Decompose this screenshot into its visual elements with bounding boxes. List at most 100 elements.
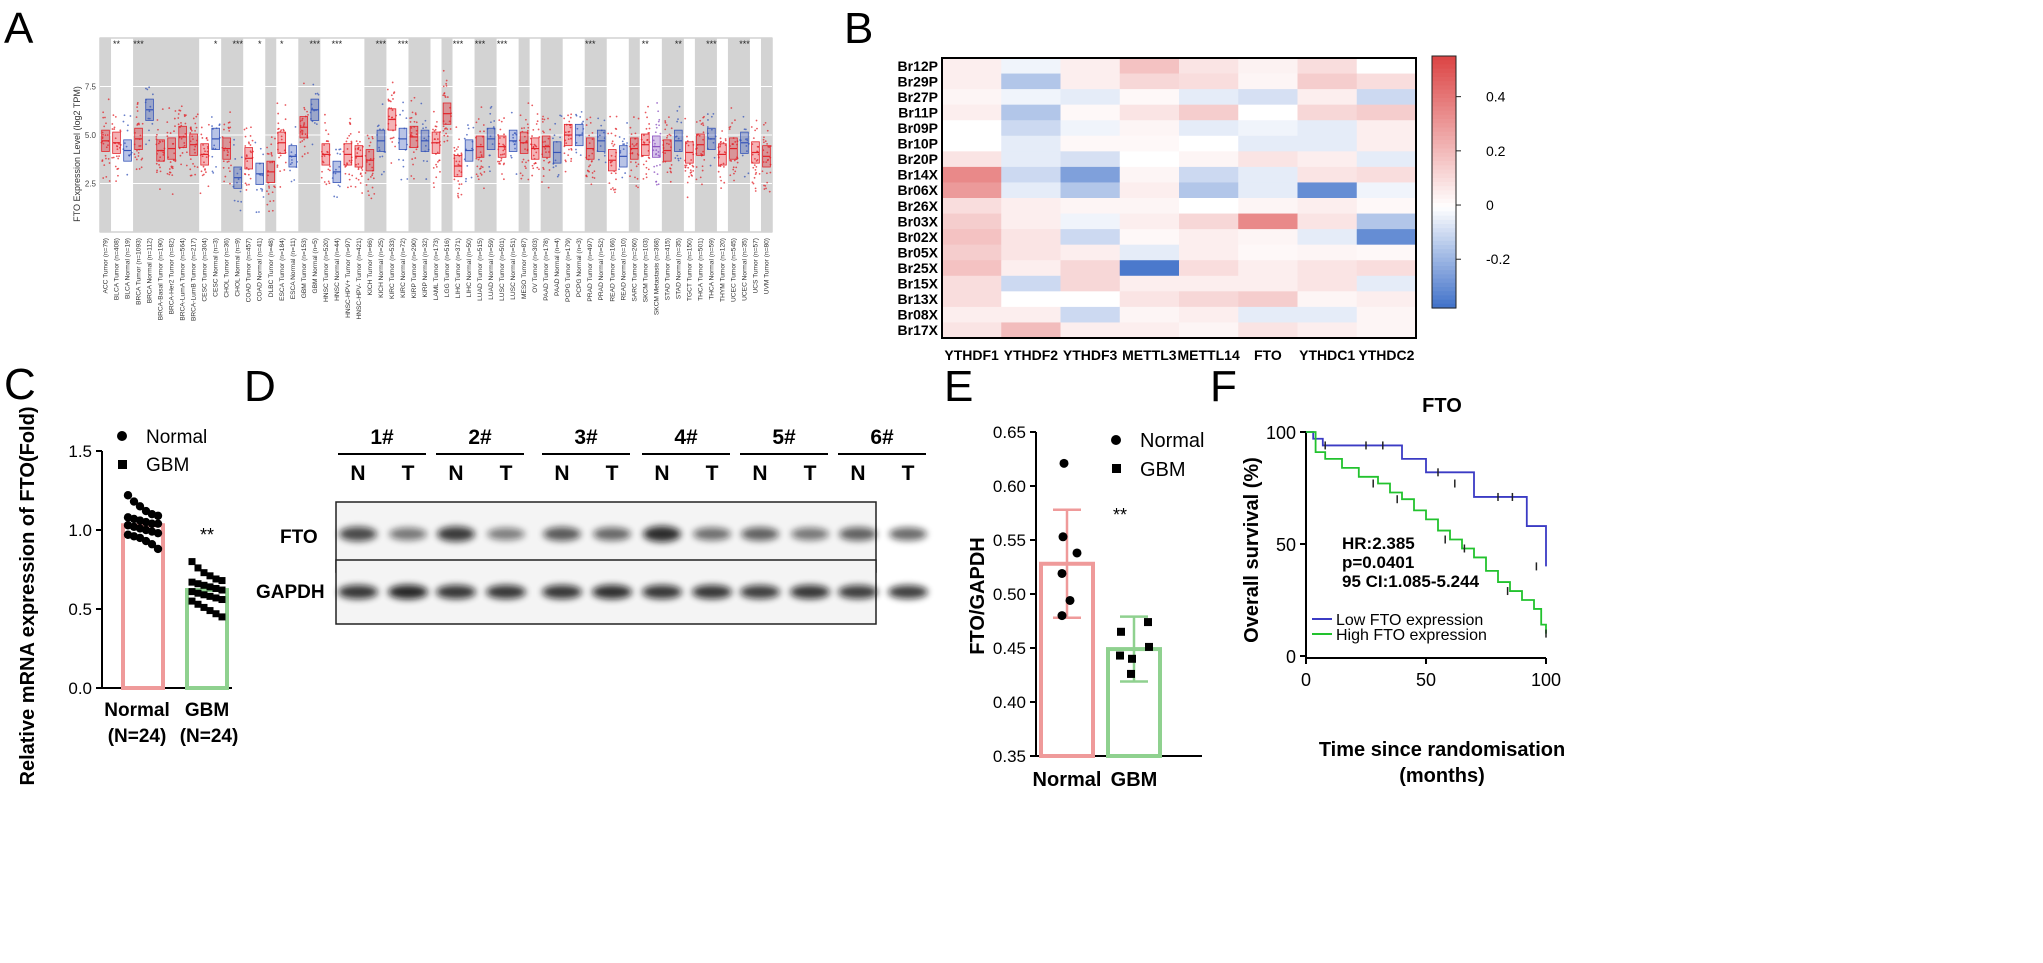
western-blot-fto-band (487, 527, 525, 541)
panel-a-sample-point (597, 117, 600, 120)
panel-a-sample-point (301, 155, 304, 158)
panel-a-sample-point (371, 174, 374, 177)
panel-a-sample-point (276, 102, 279, 105)
panel-a-sample-point (293, 179, 296, 181)
panel-a-sample-point (582, 120, 585, 123)
panel-a-sample-point (261, 174, 264, 177)
panel-a-sample-point (456, 173, 459, 176)
panel-a-sample-point (191, 135, 194, 138)
panel-a-sample-point (685, 142, 688, 145)
panel-a-sample-point (684, 117, 687, 120)
panel-a-sample-point (480, 154, 483, 156)
panel-b-heatmap-cell (942, 229, 1002, 246)
panel-a-sample-point (754, 173, 757, 175)
panel-a-sample-point (623, 137, 626, 140)
panel-a-sample-point (762, 138, 765, 141)
panel-b-colorbar-segment (1432, 186, 1456, 191)
panel-a-sample-point (644, 111, 647, 114)
panel-b-colorbar-segment (1432, 291, 1456, 296)
panel-a-sample-point (199, 192, 202, 195)
panel-a-sample-point (410, 99, 413, 102)
panel-a-sample-point (179, 109, 182, 112)
panel-a-sample-point (755, 166, 758, 168)
panel-a-sample-point (111, 123, 114, 125)
panel-b-row-label: Br17X (898, 322, 939, 338)
panel-b-heatmap-cell (942, 166, 1002, 183)
panel-a-sample-point (611, 142, 613, 145)
panel-a-sample-point (457, 195, 459, 197)
panel-c-x-tick-sublabel: (N=24) (180, 726, 239, 747)
panel-a-sample-point (510, 156, 513, 159)
panel-a-sample-point (227, 151, 229, 154)
panel-f-x-tick-label: 50 (1416, 670, 1436, 690)
panel-a-sample-point (357, 178, 360, 181)
panel-a-sample-point (277, 127, 280, 130)
panel-a-sample-point (104, 134, 107, 137)
panel-a-sample-point (410, 132, 413, 134)
panel-a-sample-point (659, 164, 661, 166)
panel-c-legend-normal: Normal (146, 427, 207, 448)
panel-a-sample-point (302, 124, 305, 127)
panel-a-sample-point (398, 158, 400, 161)
panel-a-sample-point (519, 114, 522, 117)
western-blot-lane-label: N (752, 462, 767, 485)
panel-a-x-tick-label: COAD Normal (n=41) (257, 238, 264, 301)
panel-b-colorbar-segment (1432, 261, 1456, 267)
panel-a-sample-point (203, 147, 206, 150)
panel-a-sample-point (544, 140, 546, 143)
panel-a-sample-point (117, 167, 120, 170)
panel-a-x-tick-label: THCA Tumor (n=501) (697, 238, 704, 301)
panel-a-sample-point (136, 110, 139, 112)
panel-a-sample-point (762, 123, 765, 126)
panel-a-sample-point (618, 136, 621, 138)
panel-e-normal-point (1059, 458, 1069, 468)
panel-a-sample-point (116, 148, 119, 151)
panel-a-sample-point (223, 180, 226, 183)
panel-a-sample-point (457, 196, 460, 199)
panel-a-sample-point (354, 185, 357, 188)
western-blot-lane-label: T (402, 462, 415, 485)
panel-a-sample-point (743, 128, 746, 131)
panel-a-sample-point (380, 173, 383, 176)
panel-a-sample-point (303, 123, 305, 126)
panel-a-sample-point (734, 140, 737, 143)
panel-b-heatmap-cell (1356, 260, 1417, 277)
panel-a-sample-point (246, 160, 249, 163)
panel-a-sample-point (541, 181, 543, 183)
panel-a-sample-point (139, 134, 142, 137)
panel-a-x-tick-label: GBM Tumor (n=153) (301, 238, 308, 298)
panel-a-sample-point (449, 106, 451, 109)
panel-a-sample-point (229, 182, 231, 185)
panel-a-sample-point (161, 140, 164, 143)
panel-a-sample-point (703, 159, 706, 161)
panel-a-sample-point (445, 132, 447, 135)
panel-a-sample-point (226, 154, 229, 157)
panel-a-sample-point (732, 143, 735, 146)
panel-a-significance-mark: *** (232, 39, 243, 49)
panel-a-sample-point (754, 158, 756, 160)
panel-a-sample-point (251, 139, 254, 142)
panel-a-sample-point (360, 167, 363, 170)
panel-b-colorbar-segment (1432, 228, 1456, 233)
panel-a-sample-point (359, 173, 362, 176)
panel-b-colorbar-segment (1432, 257, 1456, 263)
panel-a-sample-point (581, 122, 584, 125)
panel-a-sample-point (656, 173, 659, 176)
panel-a-sample-point (137, 122, 140, 125)
panel-a-sample-point (719, 176, 722, 178)
panel-c-x-tick-label: GBM (185, 700, 229, 721)
panel-a-sample-point (466, 164, 469, 167)
panel-b-heatmap-cell (1119, 229, 1180, 246)
panel-a-sample-point (371, 137, 374, 140)
panel-b-heatmap-cell (1001, 244, 1061, 261)
panel-a-x-tick-label: LUSC Normal (n=51) (510, 238, 517, 300)
panel-b-colorbar-segment (1432, 119, 1456, 124)
panel-a-sample-point (389, 137, 392, 140)
panel-a-sample-point (746, 138, 748, 140)
panel-b-heatmap-cell (942, 198, 1002, 215)
panel-a-sample-point (679, 157, 682, 160)
panel-label-b: B (844, 4, 874, 53)
panel-a-sample-point (207, 123, 210, 126)
panel-a-sample-point (386, 88, 389, 91)
panel-b-heatmap-cell (1060, 260, 1121, 277)
